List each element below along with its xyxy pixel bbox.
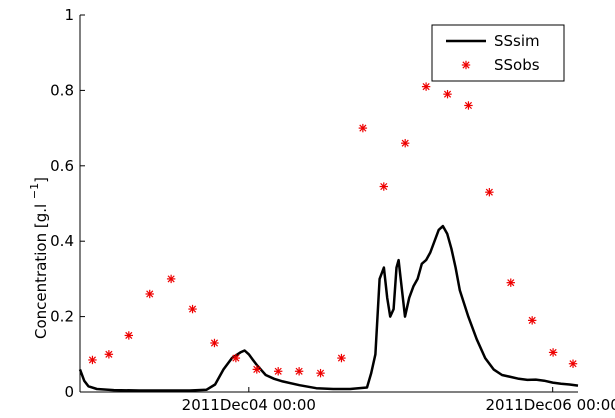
y-tick-label: 0.2 [50, 308, 74, 326]
data-point-ssobs [400, 138, 410, 148]
data-point-ssobs [145, 289, 154, 299]
data-point-ssobs [527, 316, 537, 325]
data-point-ssobs [379, 182, 388, 191]
legend-label-ssobs: SSobs [494, 56, 540, 74]
data-point-ssobs [443, 89, 452, 99]
data-point-ssobs [188, 304, 197, 314]
y-tick-label: 0 [64, 383, 74, 401]
data-point-ssobs [358, 123, 368, 133]
data-point-ssobs [294, 367, 304, 376]
data-point-ssobs [104, 350, 114, 359]
y-tick-label: 0.8 [50, 81, 74, 99]
data-point-ssobs [337, 353, 346, 363]
series-line-ssim [78, 224, 579, 392]
x-tick-label: 2011Dec04 00:00 [182, 396, 316, 414]
legend-label-ssim: SSsim [494, 32, 540, 50]
y-tick-label: 0.6 [50, 157, 74, 175]
legend-box [431, 24, 565, 82]
y-tick-label: 0.4 [50, 232, 74, 250]
data-point-ssobs [568, 359, 578, 368]
x-tick-label: 2011Dec06 00:00 [486, 396, 615, 414]
data-point-ssobs [124, 331, 134, 340]
data-point-ssobs [231, 353, 241, 363]
y-axis-label: Concentration [g.l −1] [28, 177, 50, 339]
y-axis-label-text: Concentration [g.l −1] [28, 177, 50, 339]
data-point-ssobs [274, 367, 283, 376]
data-point-ssobs [88, 355, 97, 365]
data-point-ssobs [210, 338, 219, 348]
data-point-ssobs [252, 365, 261, 374]
data-point-ssobs [421, 82, 431, 91]
y-tick-label: 1 [64, 6, 74, 24]
data-point-ssobs [166, 274, 176, 284]
legend-swatch-ssobs [461, 60, 471, 70]
data-point-ssobs [316, 368, 325, 378]
data-point-ssobs [548, 348, 558, 357]
data-point-ssobs [506, 278, 515, 287]
data-point-ssobs [485, 187, 494, 197]
data-point-ssobs [464, 101, 473, 110]
